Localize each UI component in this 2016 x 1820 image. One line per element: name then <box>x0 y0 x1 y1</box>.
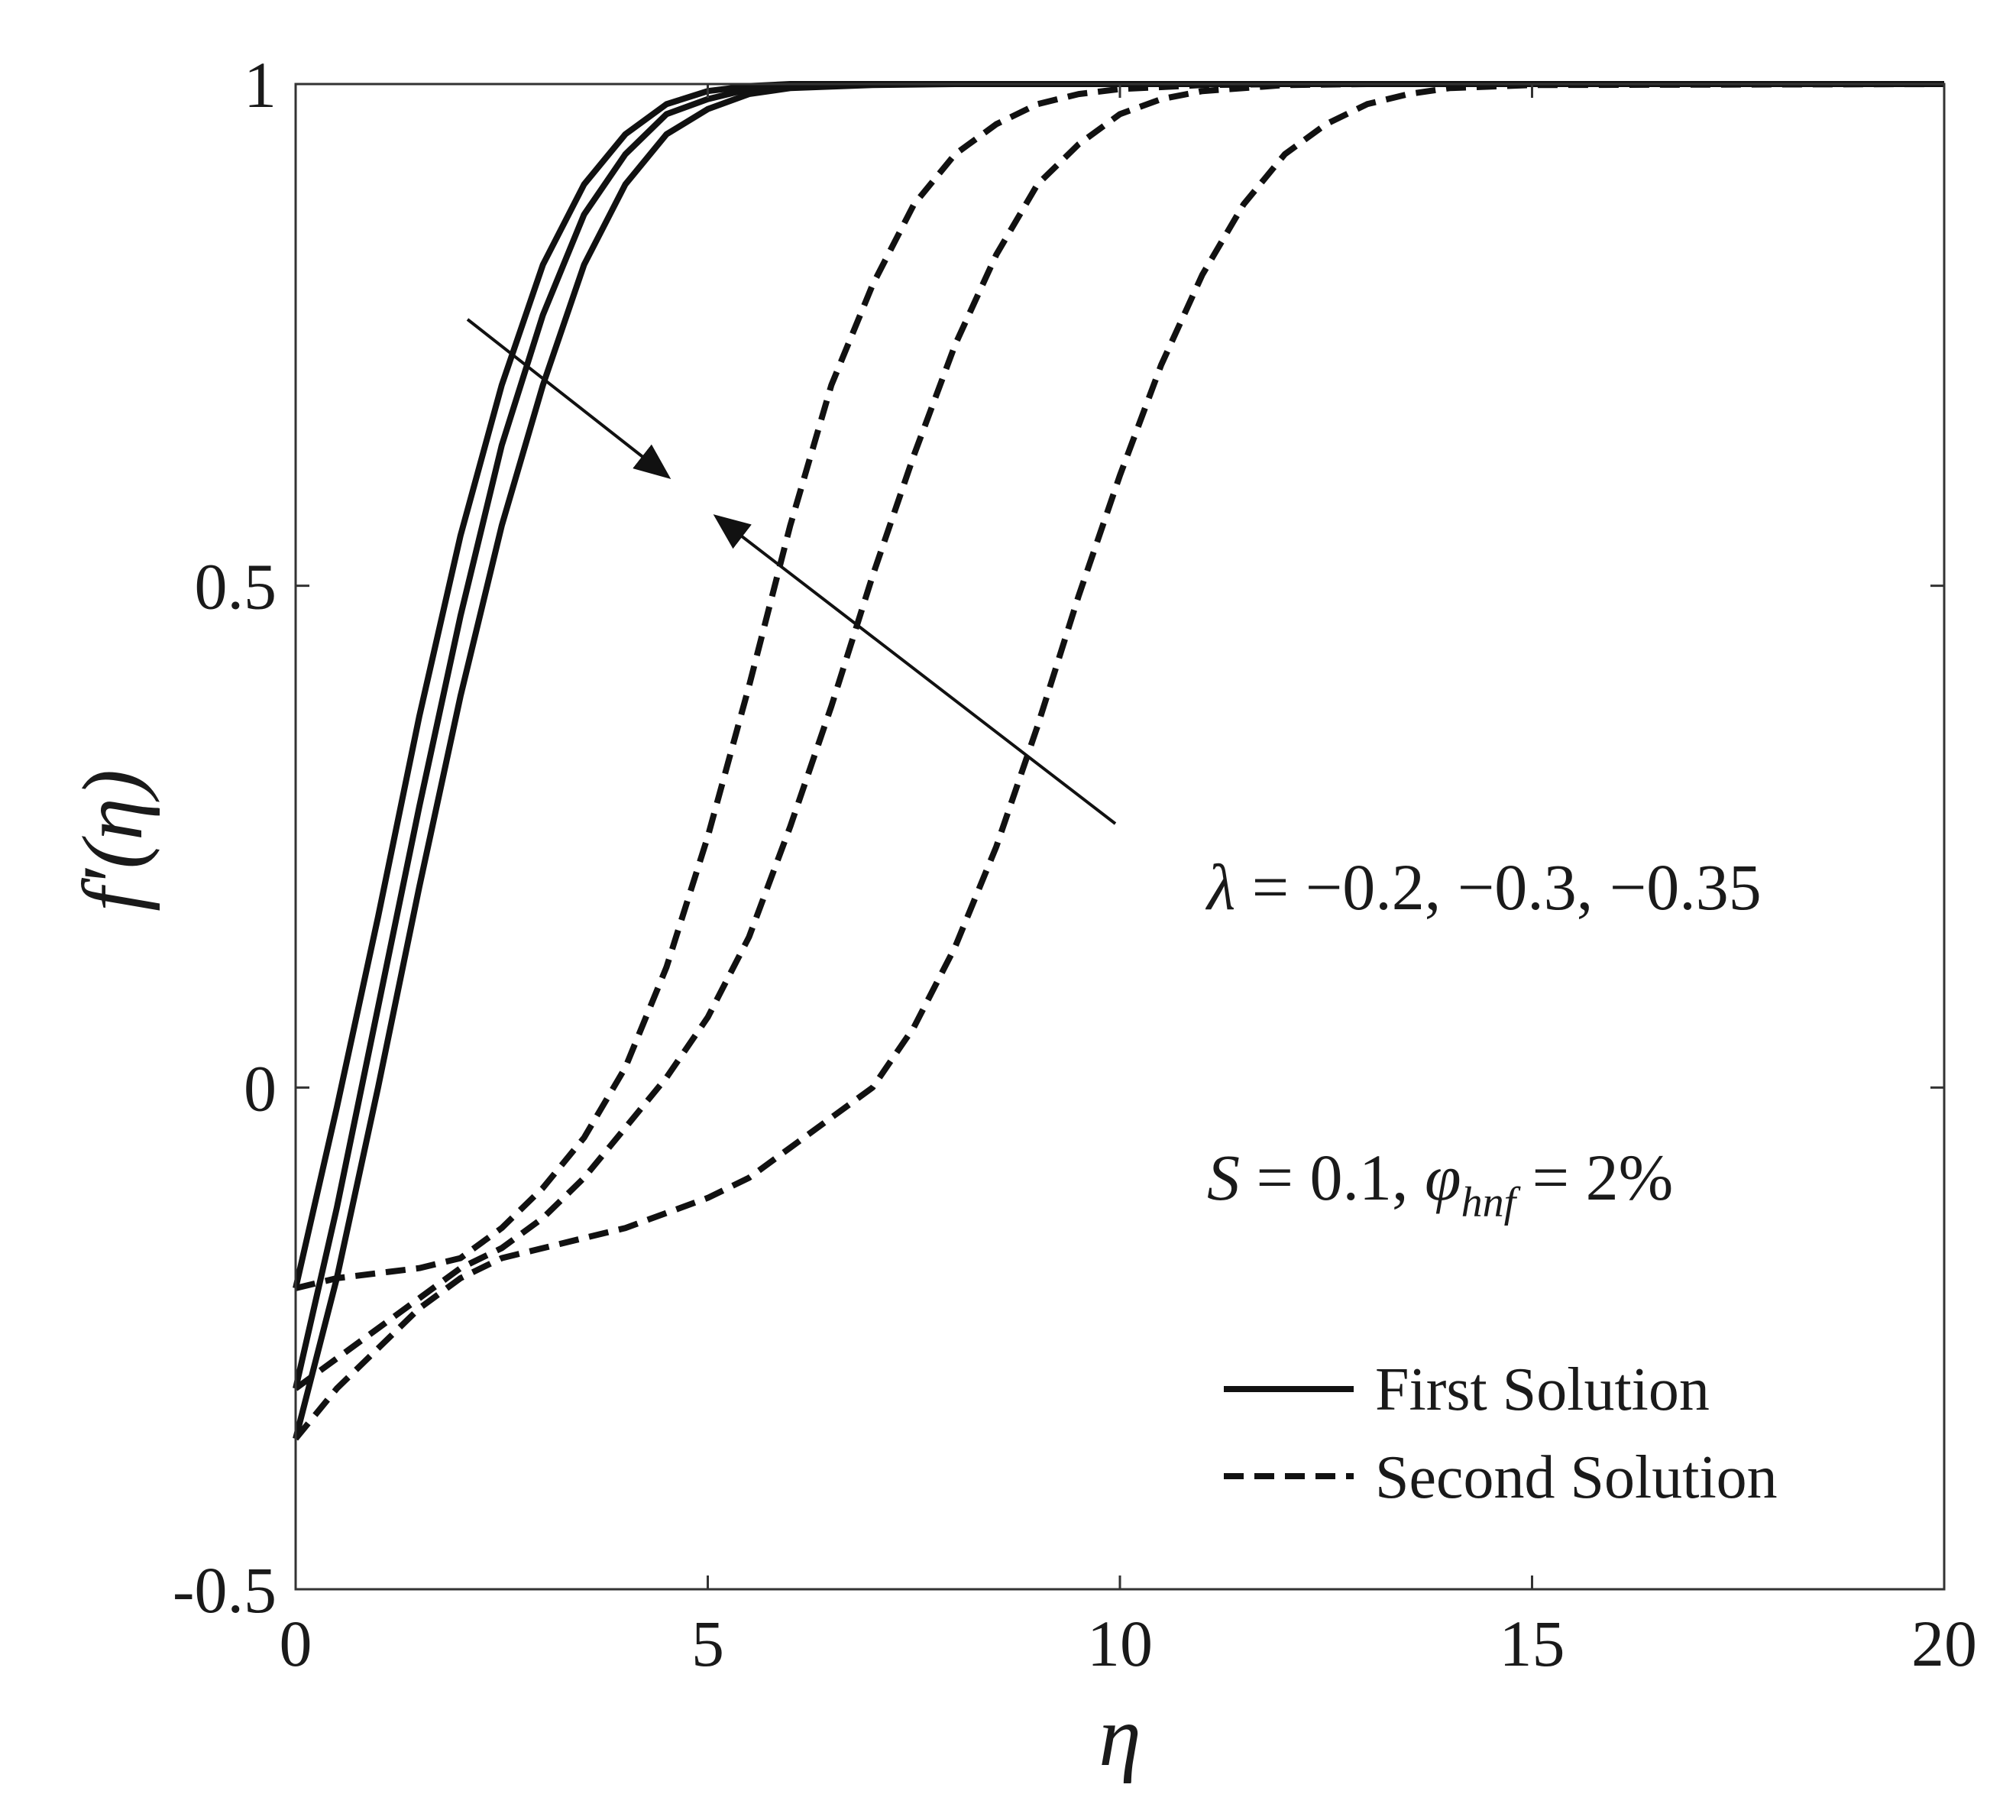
x-tick-label: 15 <box>1500 1607 1565 1680</box>
y-tick-label: 0 <box>244 1051 277 1125</box>
plot-area <box>296 84 1944 1589</box>
lambda-symbol: λ <box>1205 850 1235 924</box>
y-axis-title: f′(η) <box>66 769 160 912</box>
phi-symbol: φ <box>1425 1141 1461 1214</box>
legend: First Solution Second Solution <box>1224 1356 1778 1511</box>
x-axis-title: η <box>1099 1689 1141 1784</box>
s-symbol: S <box>1207 1141 1240 1214</box>
x-tick-label: 5 <box>691 1607 724 1680</box>
params-annotation: S = 0.1, φhnf = 2% <box>1207 1141 1673 1226</box>
lambda-annotation: λ = −0.2, −0.3, −0.35 <box>1205 850 1762 924</box>
y-tick-label: 1 <box>244 48 277 121</box>
lambda-values: = −0.2, −0.3, −0.35 <box>1235 850 1762 924</box>
x-tick-label: 10 <box>1087 1607 1153 1680</box>
arrow-first-solution <box>466 318 671 479</box>
x-tick-label: 0 <box>280 1607 312 1680</box>
legend-label-second: Second Solution <box>1375 1444 1778 1511</box>
y-tick-label: 0.5 <box>195 550 277 623</box>
second-solution-line-4 <box>293 81 1944 1391</box>
y-tick-label: -0.5 <box>173 1553 277 1627</box>
phi-subscript: hnf <box>1461 1179 1522 1226</box>
arrow-second-solution <box>713 514 1117 825</box>
second-solution-line-3 <box>295 81 1944 1291</box>
legend-label-first: First Solution <box>1375 1356 1710 1423</box>
tick-layer: 0 5 10 15 20-0.500.51 <box>173 48 1977 1680</box>
phi-value: = 2% <box>1516 1141 1673 1214</box>
x-tick-label: 20 <box>1911 1607 1977 1680</box>
s-value: = 0.1, <box>1240 1141 1425 1214</box>
second-solution-line-5 <box>293 81 1945 1441</box>
